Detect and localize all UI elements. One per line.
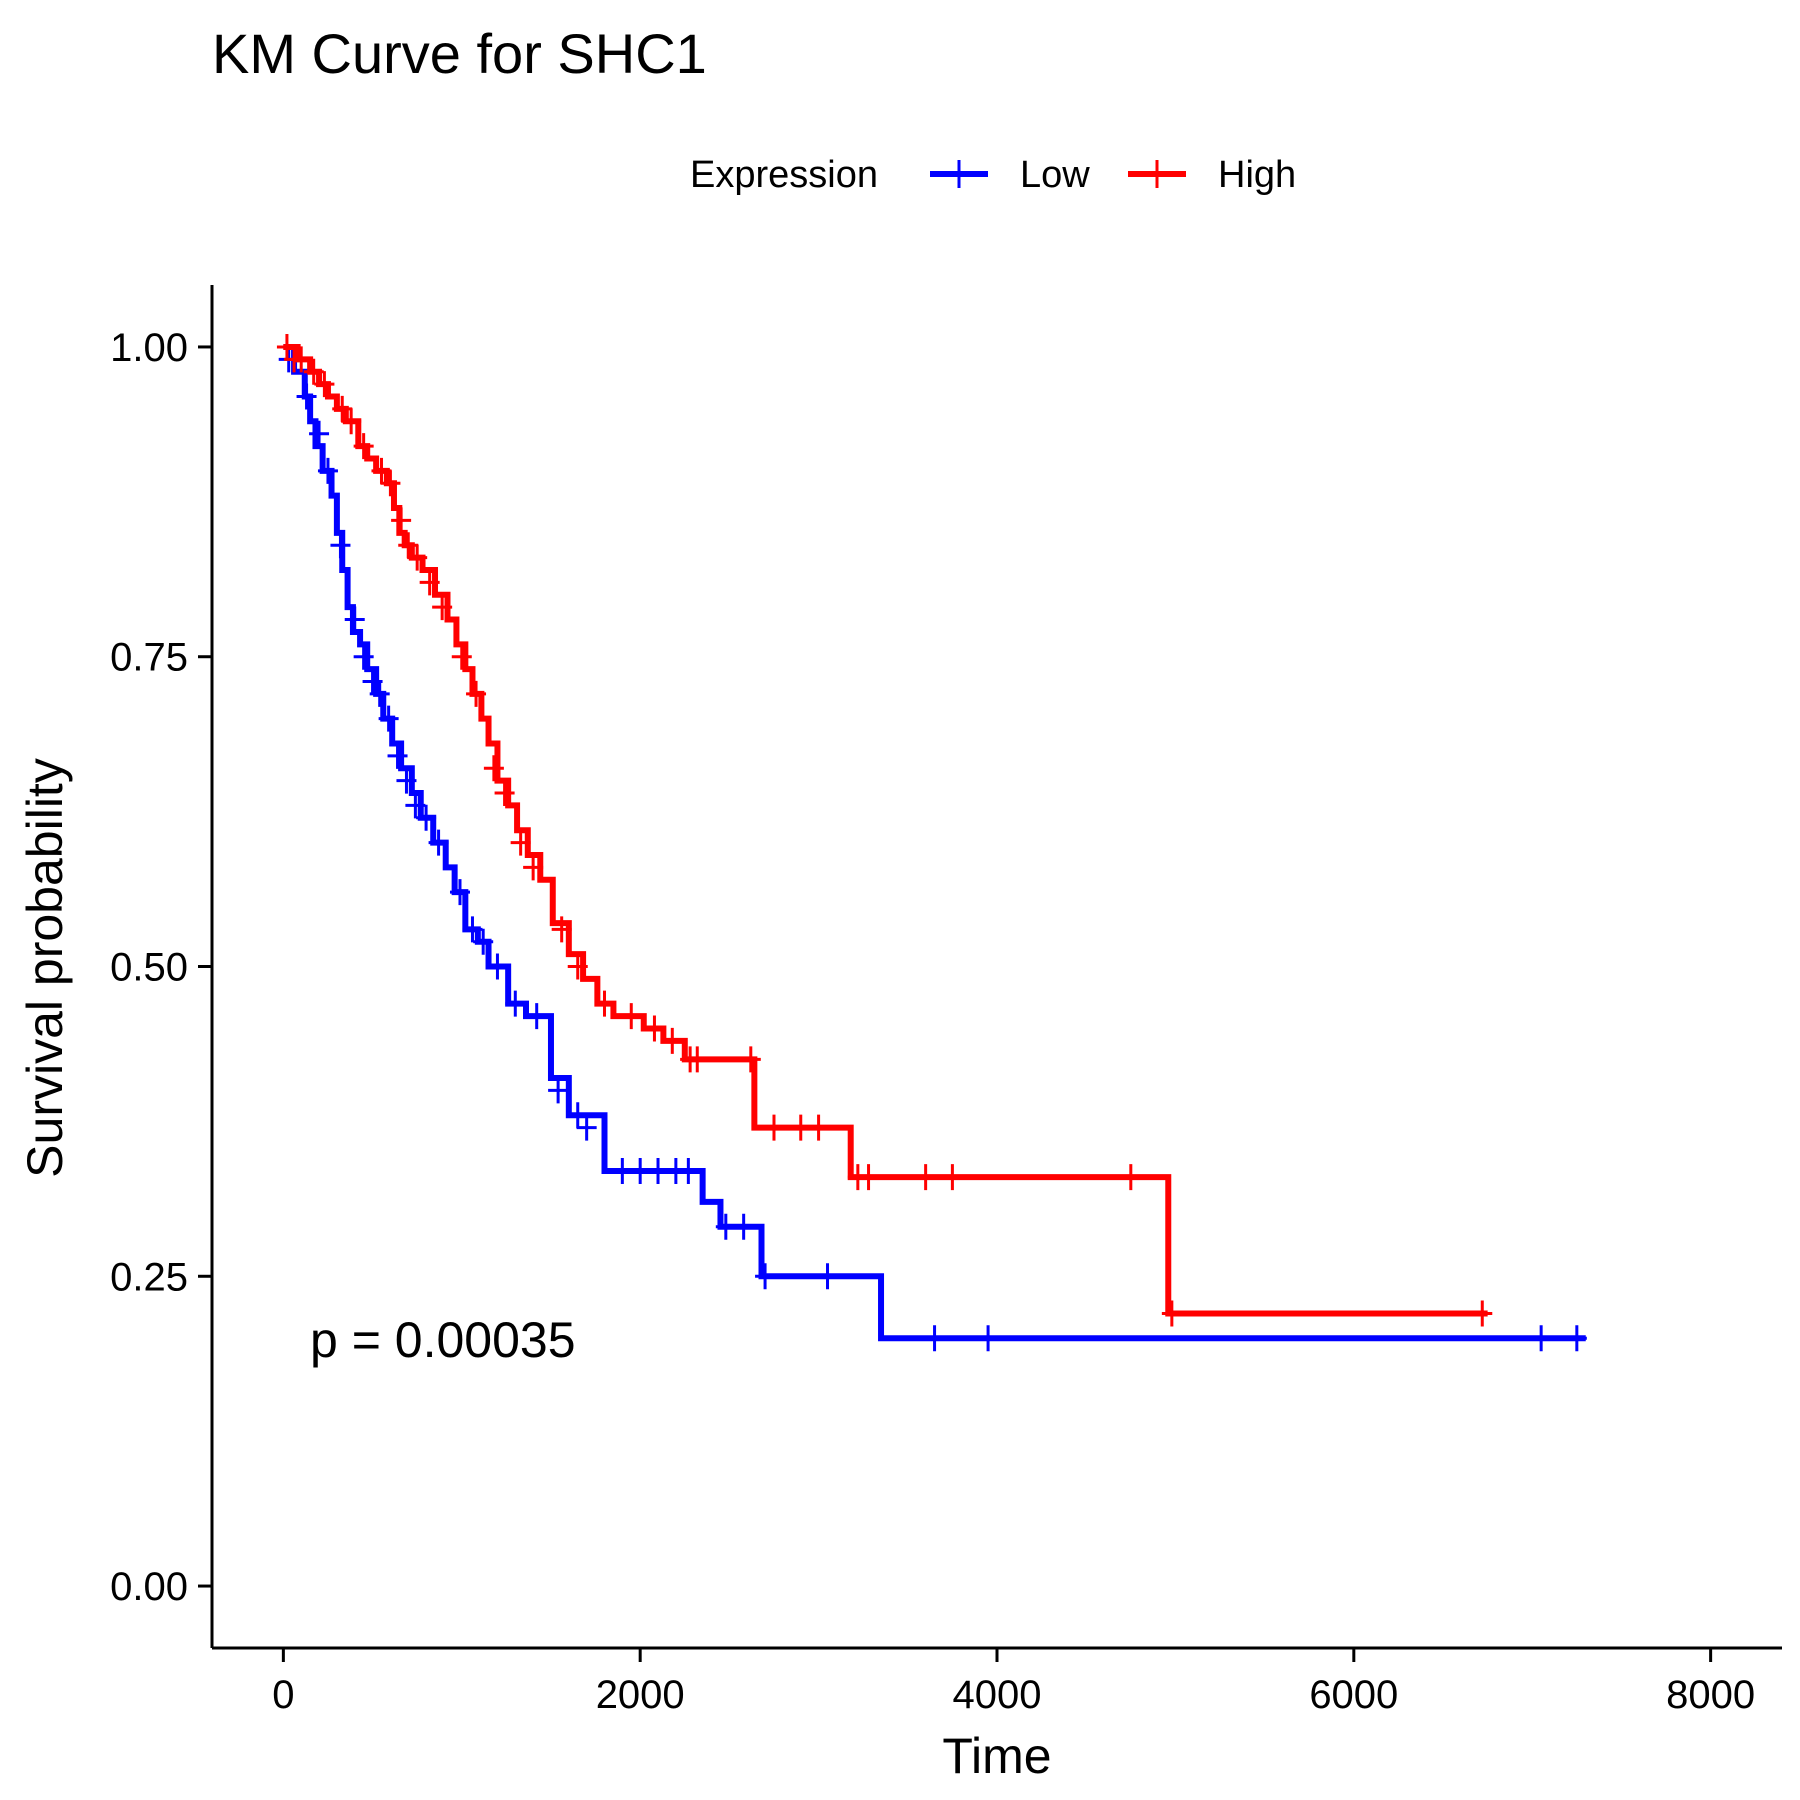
censor-mark-low [576, 1114, 597, 1141]
y-tick-label: 0.50 [110, 946, 188, 990]
censor-mark-low [1531, 1325, 1552, 1352]
censor-mark-high [341, 408, 362, 435]
censor-mark-high [494, 780, 515, 807]
censor-mark-low [428, 829, 449, 856]
x-tick-label: 6000 [1309, 1673, 1398, 1717]
censor-mark-low [369, 680, 390, 707]
censor-mark-low [330, 532, 351, 559]
censor-mark-low [473, 928, 494, 955]
legend-label-high: High [1218, 154, 1296, 196]
censor-mark-high [510, 829, 531, 856]
x-tick-label: 4000 [953, 1673, 1042, 1717]
censor-mark-high [942, 1164, 963, 1191]
x-tick-label: 0 [272, 1673, 294, 1717]
censor-mark-low [353, 643, 374, 670]
censor-mark-high [466, 680, 487, 707]
censor-mark-high [808, 1114, 829, 1141]
censor-mark-high [567, 953, 588, 980]
censor-mark-low [296, 383, 317, 410]
p-value-annotation: p = 0.00035 [310, 1312, 576, 1368]
chart-title: KM Curve for SHC1 [212, 22, 707, 85]
x-axis-label: Time [942, 1728, 1051, 1784]
x-tick-label: 8000 [1666, 1673, 1755, 1717]
y-ticks: 0.00 0.25 0.50 0.75 1.00 [110, 326, 212, 1609]
censor-mark-high [1161, 1300, 1182, 1327]
km-curve-low [283, 343, 1586, 1342]
censor-mark-high [432, 594, 453, 621]
censor-mark-low [648, 1157, 669, 1184]
censor-mark-low [924, 1325, 945, 1352]
censor-mark-low [449, 879, 470, 906]
censor-mark-low [630, 1157, 651, 1184]
censor-mark-low [978, 1325, 999, 1352]
series-low [278, 343, 1587, 1352]
censor-mark-low [678, 1157, 699, 1184]
censor-mark-low [817, 1263, 838, 1290]
censor-mark-high [551, 916, 572, 943]
censor-mark-high [314, 371, 335, 398]
censor-mark-low [378, 705, 399, 732]
y-tick-label: 0.75 [110, 636, 188, 680]
km-curve-high [283, 343, 1488, 1317]
censor-mark-low [733, 1213, 754, 1240]
legend-key-high [1128, 160, 1186, 188]
censor-mark-low [755, 1263, 776, 1290]
censor-mark-high [353, 433, 374, 460]
censor-mark-low [317, 457, 338, 484]
censor-mark-low [526, 1003, 547, 1030]
censor-mark-low [567, 1102, 588, 1129]
censor-mark-high [451, 643, 472, 670]
censor-mark-high [790, 1114, 811, 1141]
censor-mark-low [612, 1157, 633, 1184]
censor-mark-low [487, 953, 508, 980]
censor-mark-high [523, 854, 544, 881]
y-tick-label: 1.00 [110, 326, 188, 370]
censor-mark-high [594, 990, 615, 1017]
axes: 0.00 0.25 0.50 0.75 1.00 0 2000 4000 6000 8000 [110, 285, 1782, 1717]
legend-key-low [930, 160, 988, 188]
censor-mark-high [303, 358, 324, 385]
legend-title: Expression [690, 154, 878, 196]
censor-mark-high [483, 755, 504, 782]
censor-mark-low [548, 1077, 569, 1104]
censor-mark-high [371, 457, 392, 484]
censor-mark-low [309, 420, 330, 447]
censor-mark-low [715, 1213, 736, 1240]
censor-mark-high [419, 569, 440, 596]
censor-mark-low [405, 792, 426, 819]
legend: Expression Low High [690, 154, 1296, 196]
censor-mark-high [858, 1164, 879, 1191]
censor-mark-low [462, 916, 483, 943]
x-ticks: 0 2000 4000 6000 8000 [272, 1648, 1755, 1717]
censor-mark-high [740, 1046, 761, 1073]
censor-mark-high [621, 1003, 642, 1030]
censor-mark-high [391, 507, 412, 534]
censor-mark-low [344, 606, 365, 633]
censor-mark-high [662, 1027, 683, 1054]
censor-mark-high [687, 1046, 708, 1073]
censor-mark-high [763, 1114, 784, 1141]
censor-mark-low [1566, 1325, 1587, 1352]
y-tick-label: 0.25 [110, 1255, 188, 1299]
x-tick-label: 2000 [596, 1673, 685, 1717]
censor-mark-low [387, 742, 408, 769]
censor-mark-low [505, 990, 526, 1017]
censor-mark-high [1472, 1300, 1493, 1327]
censor-mark-high [398, 532, 419, 559]
censor-mark-high [644, 1015, 665, 1042]
y-tick-label: 0.00 [110, 1565, 188, 1609]
censor-mark-high [332, 395, 353, 422]
series-layer [276, 333, 1587, 1352]
censor-mark-low [396, 767, 417, 794]
censor-mark-low [416, 804, 437, 831]
legend-label-low: Low [1020, 154, 1090, 196]
censor-mark-high [1120, 1164, 1141, 1191]
censor-mark-high [291, 346, 312, 373]
series-high [276, 333, 1493, 1327]
y-axis-label: Survival probability [17, 758, 73, 1178]
censor-mark-high [915, 1164, 936, 1191]
censor-mark-high [380, 470, 401, 497]
censor-mark-high [407, 544, 428, 571]
